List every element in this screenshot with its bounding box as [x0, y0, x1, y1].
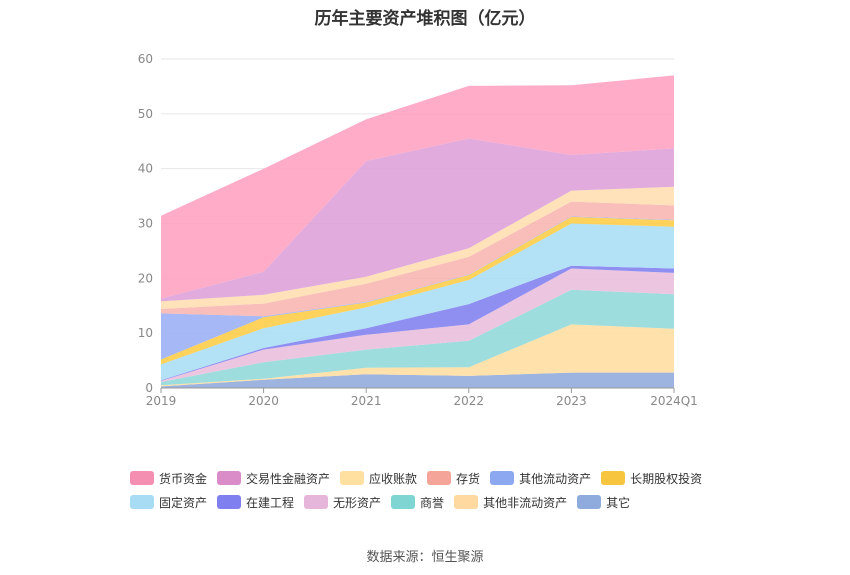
legend-item[interactable]: 固定资产 [130, 494, 207, 510]
legend-label: 存货 [456, 471, 481, 486]
legend-label: 货币资金 [159, 471, 208, 486]
area-series-5 [161, 223, 674, 381]
x-tick-label: 2021 [351, 394, 382, 408]
area-series-0 [161, 372, 674, 388]
legend-swatch [340, 471, 365, 485]
area-series-10 [161, 138, 674, 302]
legend-label: 长期股权投资 [630, 471, 703, 486]
x-tick-label: 2022 [454, 394, 485, 408]
legend-item[interactable]: 存货 [427, 470, 480, 486]
legend-swatch [304, 495, 329, 509]
area-series-3 [161, 268, 674, 382]
x-tick-label: 2020 [248, 394, 279, 408]
legend-swatch [601, 471, 626, 485]
y-tick-label: 50 [138, 107, 153, 121]
y-tick-label: 30 [138, 217, 153, 231]
legend-item[interactable]: 交易性金融资产 [217, 470, 330, 486]
legend-label: 应收账款 [369, 471, 418, 486]
legend-swatch [217, 471, 242, 485]
legend-swatch [130, 471, 154, 485]
x-tick-label: 2019 [146, 394, 177, 408]
area-series-2 [161, 289, 674, 386]
legend-swatch [577, 495, 602, 509]
legend-item[interactable]: 货币资金 [130, 470, 207, 486]
chart-legend: 货币资金 交易性金融资产 应收账款 存货 其他流动资产 长期股权投资固定资产 在建工程 无形资… [130, 470, 730, 510]
area-series-8 [161, 201, 674, 317]
legend-item[interactable]: 长期股权投资 [601, 470, 702, 486]
chart-title: 历年主要资产堆积图（亿元） [314, 9, 536, 29]
legend-item[interactable]: 在建工程 [217, 494, 294, 510]
legend-label: 商誉 [420, 495, 445, 510]
legend-label: 无形资产 [333, 495, 382, 510]
y-tick-label: 10 [138, 326, 153, 340]
y-tick-label: 40 [138, 162, 153, 176]
area-series-9 [161, 186, 674, 309]
legend-label: 交易性金融资产 [246, 471, 331, 486]
legend-swatch [130, 495, 154, 509]
legend-label: 其他非流动资产 [483, 495, 568, 510]
legend-item[interactable]: 商誉 [391, 494, 444, 510]
legend-item[interactable]: 无形资产 [304, 494, 381, 510]
legend-label: 在建工程 [246, 495, 295, 510]
legend-swatch [217, 495, 242, 509]
y-tick-label: 20 [138, 271, 153, 285]
legend-item[interactable]: 其他非流动资产 [454, 494, 567, 510]
legend-swatch [427, 471, 452, 485]
area-series-4 [161, 265, 674, 381]
y-tick-label: 0 [145, 381, 153, 395]
area-series-1 [161, 324, 674, 387]
area-series-11 [161, 75, 674, 299]
legend-item[interactable]: 应收账款 [340, 470, 417, 486]
legend-label: 其它 [606, 495, 631, 510]
legend-item[interactable]: 其他流动资产 [490, 470, 591, 486]
stacked-area-chart: 0 10 20 30 40 50 60 2019 2020 2021 2022 2023 2024Q1 [138, 52, 698, 408]
legend-swatch [490, 471, 515, 485]
y-tick-label: 60 [138, 52, 153, 66]
x-tick-label: 2024Q1 [650, 394, 698, 408]
area-series-6 [161, 216, 674, 365]
data-source: 数据来源：恒生聚源 [366, 550, 484, 565]
legend-swatch [391, 495, 416, 509]
legend-swatch [454, 495, 479, 509]
x-tick-label: 2023 [556, 394, 587, 408]
legend-label: 其他流动资产 [519, 471, 592, 486]
legend-label: 固定资产 [159, 495, 208, 510]
legend-item[interactable]: 其它 [577, 494, 630, 510]
